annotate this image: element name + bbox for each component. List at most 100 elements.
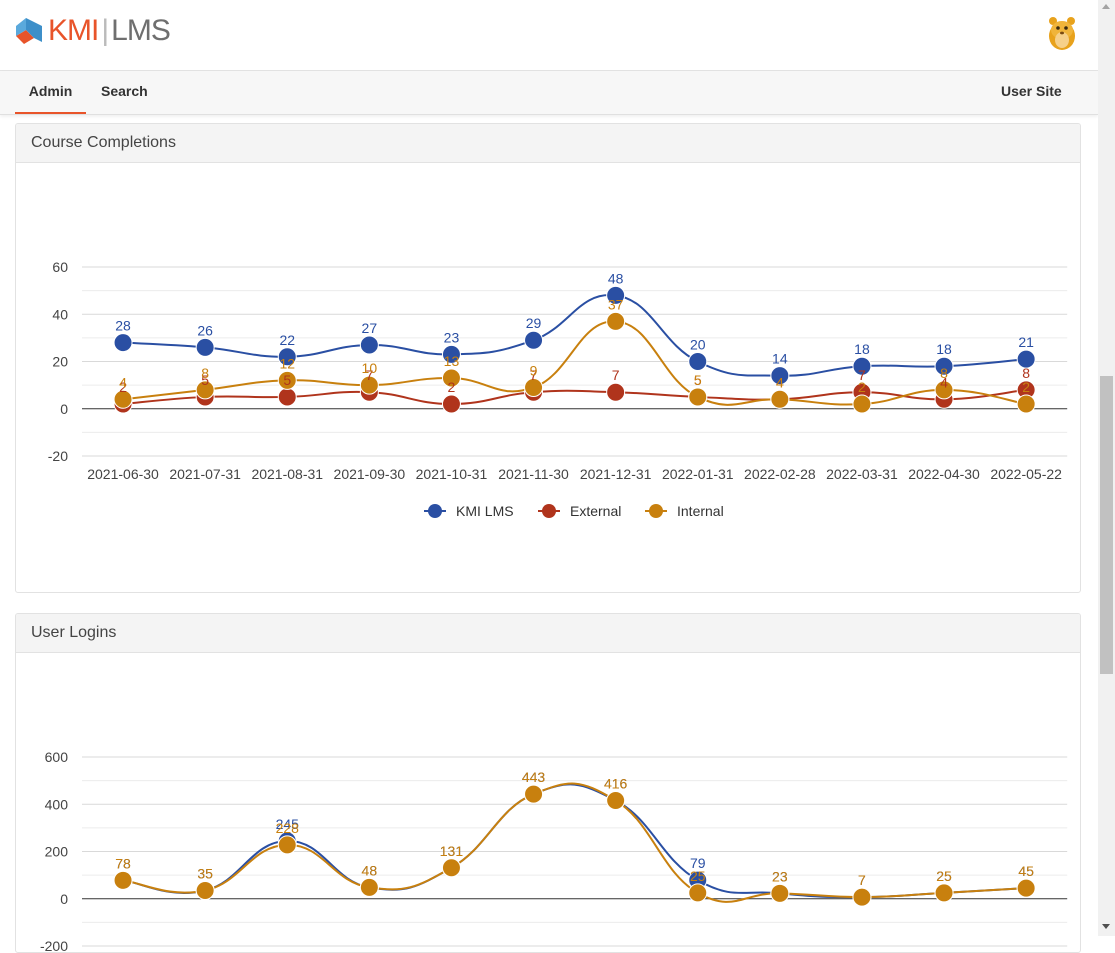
data-label: 48 [362,862,378,878]
data-point[interactable] [852,887,872,907]
legend-marker[interactable] [542,504,556,518]
x-tick-label: 2021-08-31 [251,466,323,482]
data-point[interactable] [934,380,954,400]
data-point[interactable] [195,380,215,400]
y-tick-label: 200 [45,844,69,860]
data-point[interactable] [277,835,297,855]
data-label: 8 [940,365,948,381]
data-label: 45 [1018,863,1034,879]
data-point[interactable] [1016,878,1036,898]
data-label: 2 [858,379,866,395]
page-scrollbar[interactable] [1098,0,1115,936]
data-point[interactable] [113,389,133,409]
data-point[interactable] [606,285,626,305]
data-label: 7 [858,367,866,383]
data-point[interactable] [359,877,379,897]
data-label: 25 [690,868,706,884]
logo-text: KMI | LMS [48,14,171,48]
data-point[interactable] [441,394,461,414]
x-tick-label: 2022-05-22 [990,466,1062,482]
user-logins-title: User Logins [16,614,1080,653]
legend-marker[interactable] [428,504,442,518]
data-label: 131 [440,843,464,859]
data-point[interactable] [934,883,954,903]
data-label: 35 [197,865,213,881]
data-label: 443 [522,769,546,785]
data-point[interactable] [441,368,461,388]
data-label: 25 [936,868,952,884]
legend-label[interactable]: KMI LMS [456,503,514,519]
logo-separator: | [101,14,109,47]
data-label: 10 [362,360,378,376]
series-line [122,294,1027,377]
legend-marker[interactable] [649,504,663,518]
data-point[interactable] [195,880,215,900]
series-line [122,320,1027,406]
series-line [122,388,1027,406]
x-tick-label: 2021-06-30 [87,466,159,482]
data-point[interactable] [195,337,215,357]
data-point[interactable] [688,352,708,371]
data-point[interactable] [688,387,708,407]
data-point[interactable] [441,858,461,878]
y-tick-label: -20 [48,448,68,464]
data-point[interactable] [606,382,626,402]
data-label: 7 [858,872,866,888]
data-label: 4 [776,374,784,390]
data-label: 4 [119,374,127,390]
scroll-thumb[interactable] [1100,376,1113,674]
data-point[interactable] [606,311,626,331]
legend-label[interactable]: Internal [677,503,724,519]
data-point[interactable] [113,870,133,890]
data-label: 23 [444,329,460,345]
data-label: 48 [362,862,378,878]
logo-lms: LMS [111,14,171,47]
user-avatar-icon[interactable] [1044,14,1080,52]
data-label: 18 [854,341,870,357]
data-label: 4 [940,374,948,390]
data-point[interactable] [1016,394,1036,414]
tab-admin[interactable]: Admin [15,71,86,114]
user-site-link[interactable]: User Site [1001,83,1062,99]
data-point[interactable] [359,375,379,395]
data-label: 35 [197,865,213,881]
data-point[interactable] [770,366,790,386]
data-point[interactable] [606,790,626,810]
x-tick-label: 2021-07-31 [169,466,241,482]
data-point[interactable] [852,394,872,414]
data-point[interactable] [524,330,544,350]
data-point[interactable] [524,784,544,804]
y-tick-label: -200 [40,938,68,953]
data-point[interactable] [441,344,461,364]
data-point[interactable] [277,347,297,367]
data-label: 12 [279,355,295,371]
data-label: 79 [690,855,706,871]
data-point[interactable] [524,377,544,397]
data-label: 18 [936,341,952,357]
data-point[interactable] [113,333,133,353]
data-label: 26 [197,322,213,338]
data-label: 37 [608,296,624,312]
data-label: 2 [448,379,456,395]
kmi-lms-logo[interactable]: KMI | LMS [14,14,171,48]
data-point[interactable] [770,389,790,409]
scroll-up-icon[interactable] [1102,4,1110,9]
data-point[interactable] [770,883,790,903]
data-label: 4 [776,374,784,390]
x-tick-label: 2021-12-31 [580,466,652,482]
data-label: 45 [1018,863,1034,879]
data-point[interactable] [277,387,297,407]
y-tick-label: 0 [60,401,68,417]
data-label: 25 [936,868,952,884]
series-line [122,782,1027,903]
data-point[interactable] [688,883,708,903]
data-point[interactable] [852,356,872,376]
tab-search[interactable]: Search [101,83,148,99]
legend-label[interactable]: External [570,503,621,519]
data-label: 5 [694,372,702,388]
data-point[interactable] [359,335,379,355]
scroll-down-icon[interactable] [1102,924,1110,929]
data-point[interactable] [934,356,954,376]
data-point[interactable] [277,370,297,390]
data-point[interactable] [1016,349,1036,369]
